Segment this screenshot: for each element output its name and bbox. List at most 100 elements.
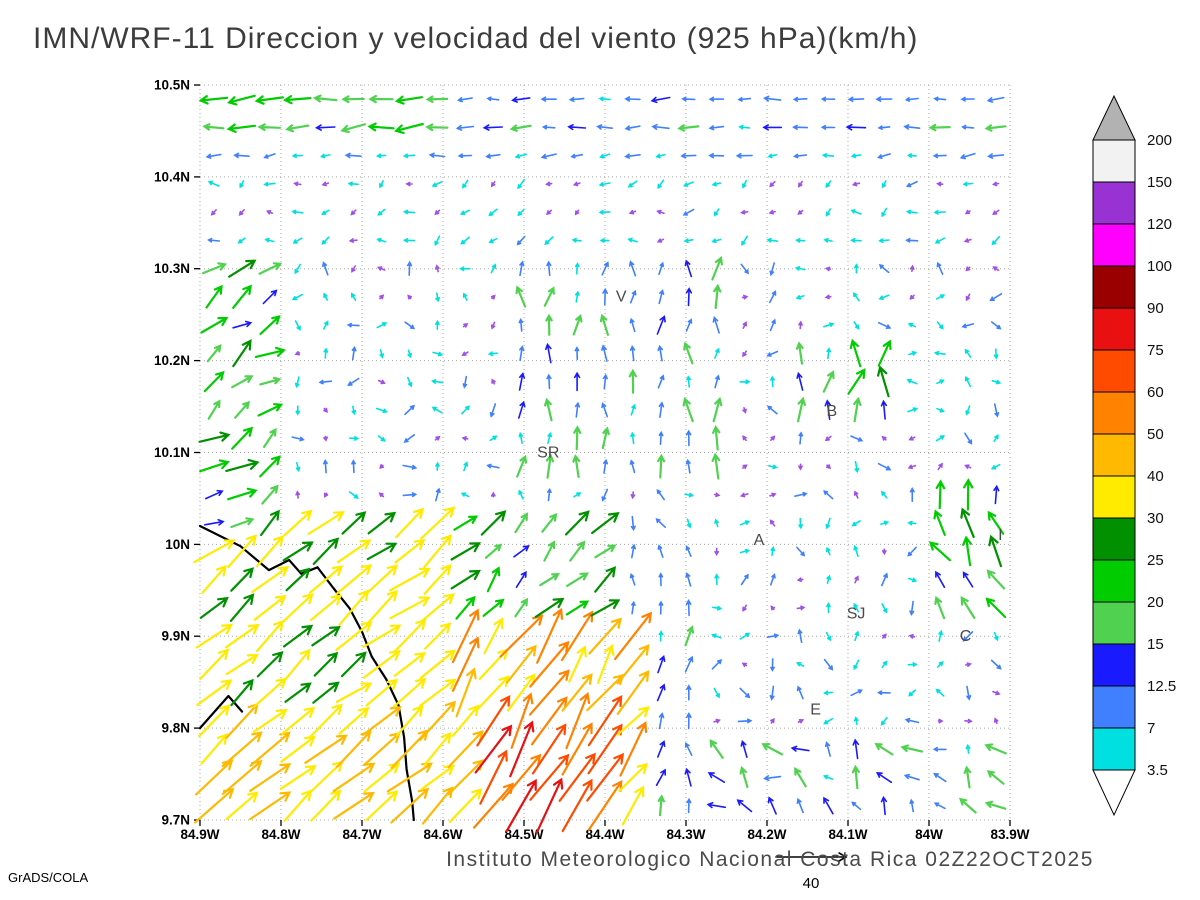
wind-arrow (877, 339, 892, 367)
wind-arrow (348, 491, 359, 499)
wind-arrow (737, 97, 752, 102)
wind-arrow (486, 566, 501, 593)
station-label: B (826, 403, 837, 420)
wind-arrow (322, 261, 329, 276)
color-scale-box (1092, 517, 1136, 561)
wind-arrow (933, 350, 946, 356)
wind-arrow (798, 320, 803, 330)
wind-arrow (658, 289, 665, 305)
wind-arrow (341, 95, 365, 104)
wind-arrow (712, 316, 720, 334)
wind-arrow (434, 209, 441, 216)
wind-arrow (594, 544, 617, 559)
wind-arrow (735, 152, 753, 159)
wind-arrow (599, 313, 609, 336)
wind-arrow (565, 692, 591, 750)
wind-arrow (631, 543, 636, 559)
wind-arrow (294, 320, 301, 331)
wind-arrow (450, 569, 481, 590)
wind-arrow (366, 542, 398, 561)
wind-arrow (490, 181, 496, 188)
wind-arrow (534, 597, 565, 618)
wind-arrow (546, 373, 552, 390)
wind-arrow (685, 318, 693, 332)
wind-arrow (742, 350, 747, 358)
wind-arrow (769, 180, 776, 188)
wind-arrow (259, 315, 281, 335)
wind-arrow (543, 540, 556, 562)
wind-arrow (712, 424, 721, 451)
wind-arrow (850, 153, 862, 159)
wind-arrow (295, 405, 301, 416)
wind-arrow (964, 209, 971, 215)
wind-arrow (742, 321, 747, 329)
wind-arrow (657, 179, 665, 189)
wind-arrow (435, 319, 440, 330)
wind-arrow (379, 349, 385, 359)
wind-arrow (204, 519, 225, 526)
wind-arrow (712, 396, 723, 423)
wind-arrow (389, 567, 431, 592)
wind-arrow (853, 602, 860, 613)
wind-arrow (193, 539, 236, 564)
wind-arrow (707, 772, 726, 783)
wind-arrow (402, 209, 416, 215)
wind-arrow (905, 209, 918, 215)
wind-arrow (619, 721, 648, 777)
wind-arrow (854, 460, 860, 474)
wind-arrow (332, 762, 376, 793)
wind-arrow (318, 379, 333, 385)
wind-arrow (545, 313, 553, 336)
wind-arrow (435, 461, 440, 471)
wind-arrow (323, 458, 328, 474)
wind-arrow (657, 740, 666, 758)
wind-arrow (363, 762, 401, 793)
x-tick-label: 84.8W (261, 827, 300, 842)
grads-credit: GrADS/COLA (8, 870, 89, 885)
wind-arrow (739, 687, 751, 699)
wind-arrow (933, 209, 946, 215)
wind-arrow (658, 430, 664, 445)
wind-arrow (684, 741, 693, 756)
color-scale-box (1092, 265, 1136, 309)
wind-arrow (854, 630, 860, 642)
wind-arrow (230, 517, 255, 529)
wind-arrow (483, 617, 504, 655)
wind-arrow (685, 598, 692, 617)
wind-arrow (742, 604, 747, 612)
wind-arrow (312, 681, 340, 704)
wind-arrow (794, 266, 806, 271)
wind-arrow (851, 181, 861, 187)
x-tick-label: 84.1W (828, 827, 867, 842)
wind-arrow (313, 651, 339, 677)
wind-arrow (202, 123, 225, 131)
wind-arrow (490, 263, 497, 274)
wind-arrow (540, 153, 557, 160)
wind-arrow (420, 764, 456, 791)
wind-arrow (404, 321, 416, 330)
wind-arrow (850, 238, 862, 243)
y-tick-label: 9.9N (161, 629, 190, 644)
wind-arrow (616, 706, 650, 736)
wind-arrow (736, 799, 753, 813)
wind-arrow (878, 264, 890, 274)
wind-arrow (379, 464, 385, 470)
wind-arrow (529, 753, 570, 801)
axis-labels: 84.9W 84.8W 84.7W 84.6W 84.5W 84.4W 84.3W 84.2W… (154, 78, 1030, 843)
wind-arrow (511, 96, 531, 103)
wind-arrow (421, 786, 454, 825)
wind-arrow (656, 683, 666, 702)
wind-arrow (285, 648, 311, 680)
wind-arrow (651, 123, 670, 130)
reference-vector-label: 40 (803, 875, 820, 892)
y-tick-label: 10.3N (154, 261, 190, 276)
wind-arrow (599, 153, 611, 159)
wind-arrow (628, 260, 637, 277)
wind-arrow (199, 459, 230, 473)
wind-arrow (346, 322, 360, 328)
wind-arrow (587, 695, 623, 747)
wind-arrow (938, 629, 943, 642)
wind-arrow (683, 341, 694, 365)
wind-arrow (908, 436, 916, 441)
wind-arrow (984, 124, 1007, 132)
